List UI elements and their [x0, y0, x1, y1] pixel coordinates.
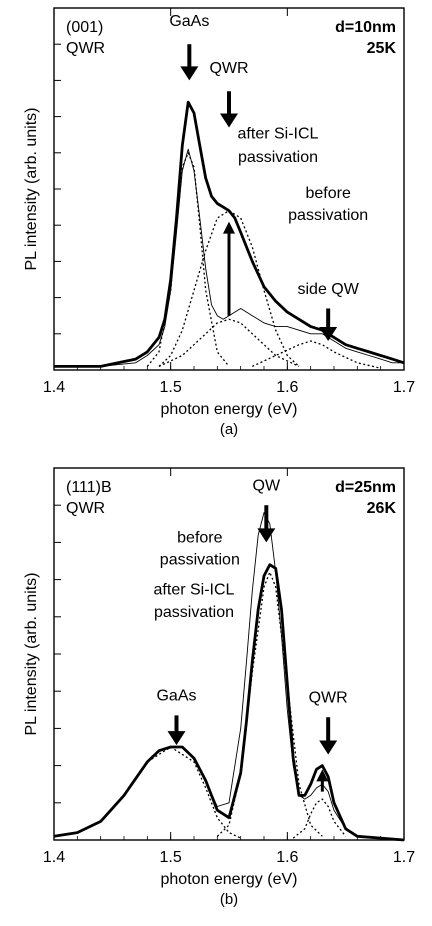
annotation-label: passivation [154, 604, 234, 621]
corner-label-right: d=10nm [335, 19, 396, 36]
annotation-label: passivation [288, 207, 368, 224]
chart-a: 1.4 1.5 1.6 1.7 GaAs QWR after Si-ICL passivati… [23, 7, 415, 438]
intensity-arrow-head [223, 221, 235, 234]
peak-arrow-head [220, 113, 238, 128]
x-axis-label: photon energy (eV) [161, 871, 298, 888]
annotation-label: after Si-ICL [238, 125, 319, 142]
figure-caption: (a) [220, 421, 238, 438]
series-line [252, 340, 381, 369]
annotation-label: before [305, 185, 350, 202]
annotation-label: passivation [238, 149, 318, 166]
series-line [158, 318, 300, 367]
corner-label-right: 25K [367, 40, 397, 57]
x-tick-label: 1.4 [43, 379, 65, 396]
x-tick-label: 1.7 [393, 379, 415, 396]
annotation-label: passivation [160, 552, 240, 569]
figure-caption: (b) [220, 891, 238, 908]
annotation-label: QWR [209, 60, 248, 77]
x-tick-label: 1.4 [43, 849, 65, 866]
peak-arrow-head [319, 740, 338, 755]
series-line [158, 210, 300, 367]
annotation-label: QWR [309, 689, 348, 706]
corner-label-left: QWR [66, 500, 105, 517]
peak-arrow-head [180, 66, 199, 81]
corner-label-right: d=25nm [335, 479, 396, 496]
intensity-arrow-head [316, 769, 329, 782]
annotation-label: QW [253, 477, 281, 494]
x-tick-label: 1.5 [160, 849, 182, 866]
y-axis-label: PL intensity (arb. units) [23, 107, 40, 270]
series-line [54, 100, 405, 368]
corner-label-left: (001) [66, 19, 103, 36]
x-tick-label: 1.6 [276, 379, 298, 396]
corner-label-right: 26K [367, 500, 397, 517]
peak-arrow-head [257, 528, 276, 543]
annotation-label: side QW [297, 281, 359, 298]
chart-b: 1.4 1.5 1.6 1.7 QW before passivation after Si-… [23, 467, 415, 908]
annotation-label: before [177, 529, 222, 546]
x-axis-label: photon energy (eV) [161, 401, 298, 418]
annotation-label: GaAs [169, 13, 209, 30]
series-line [146, 152, 230, 367]
plot-frame [53, 467, 405, 841]
x-tick-label: 1.6 [276, 849, 298, 866]
peak-arrow-head [167, 731, 186, 746]
annotation-label: GaAs [156, 688, 196, 705]
y-axis-label: PL intensity (arb. units) [23, 572, 40, 735]
peak-arrow-head [319, 327, 338, 342]
series-line [53, 512, 405, 841]
corner-label-left: QWR [66, 40, 105, 57]
annotation-label: after Si-ICL [154, 581, 235, 598]
x-tick-label: 1.7 [393, 849, 415, 866]
x-tick-label: 1.5 [160, 379, 182, 396]
series-line [292, 798, 347, 839]
series-line [53, 746, 241, 839]
corner-label-left: (111)B [66, 479, 112, 496]
